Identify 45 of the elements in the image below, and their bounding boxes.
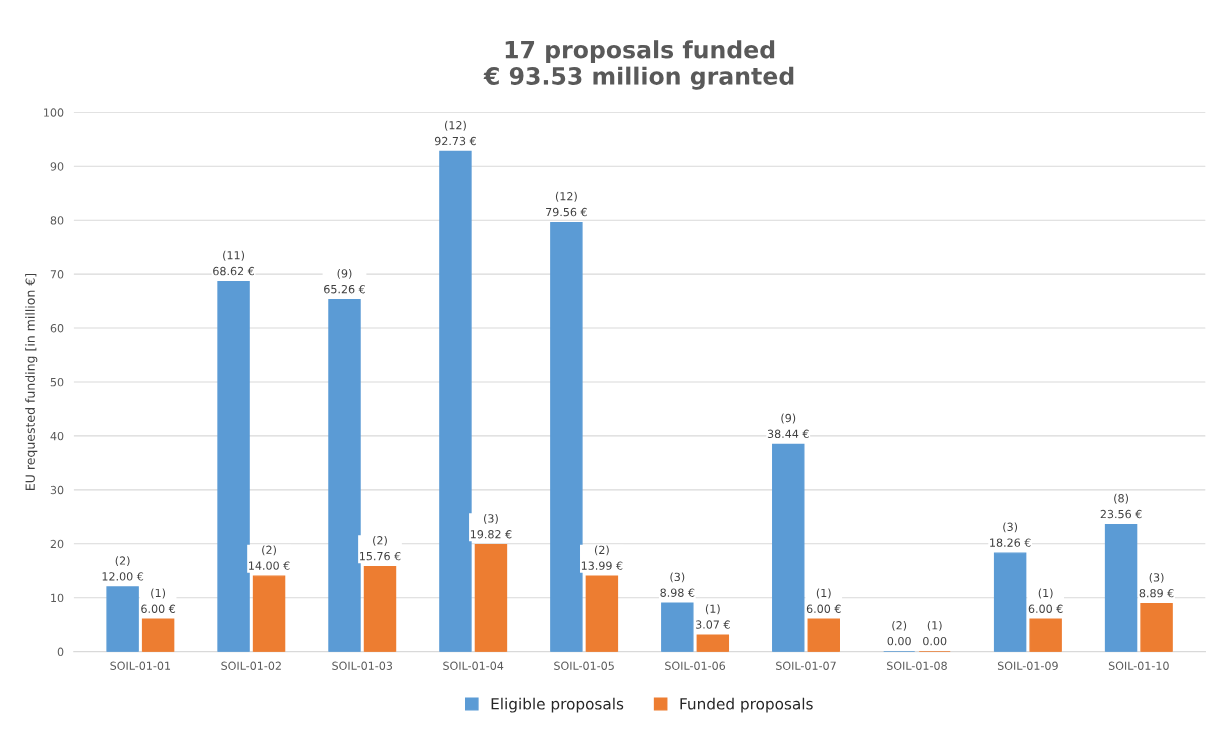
data-label: (2) 13.99 € — [581, 545, 623, 570]
data-label: (1) 6.00 € — [1028, 588, 1063, 613]
x-tick-label: SOIL-01-02 — [221, 661, 281, 670]
y-tick-label: 40 — [50, 431, 64, 441]
y-tick-label: 30 — [50, 485, 64, 495]
data-label: (2) 15.76 € — [360, 535, 401, 561]
legend-label: Funded proposals — [680, 697, 813, 713]
x-tick-label: SOIL-01-10 — [1108, 661, 1169, 670]
data-label: (1) 6.00 € — [141, 588, 176, 613]
data-label: (8) 23.56 € — [1100, 493, 1142, 519]
data-label: (3) 18.26 € — [990, 522, 1031, 547]
y-tick-label: 60 — [50, 324, 64, 333]
y-tick-label: 80 — [50, 216, 64, 225]
data-label: (2) 12.00 € — [102, 556, 144, 581]
x-tick-label: SOIL-01-03 — [332, 661, 393, 670]
data-label: (3) 19.82 € — [470, 514, 512, 539]
x-tick-label: SOIL-01-09 — [997, 661, 1058, 670]
x-tick-label: SOIL-01-01 — [110, 661, 171, 670]
y-tick-label: 100 — [44, 108, 64, 117]
data-label: (9) 65.26 € — [324, 268, 365, 294]
x-tick-label: SOIL-01-07 — [776, 661, 836, 670]
y-tick-label: 50 — [50, 377, 64, 387]
data-label: (9) 38.44 € — [767, 413, 809, 439]
data-label: (1) 6.00 € — [806, 588, 841, 613]
x-tick-label: SOIL-01-05 — [554, 661, 614, 670]
data-label: (1) 3.07 € — [696, 604, 730, 629]
data-label: (1) 0.00 — [923, 620, 947, 646]
y-axis-title: EU requested funding [in million €] — [25, 273, 38, 490]
data-label: (2) 0.00 — [887, 620, 911, 646]
data-label: (11) 68.62 € — [213, 250, 255, 276]
y-tick-label: 0 — [57, 647, 64, 657]
data-label: (3) 8.98 € — [660, 572, 695, 597]
x-tick-label: SOIL-01-08 — [887, 661, 947, 670]
data-label: (2) 14.00 € — [249, 545, 290, 570]
legend-label: Eligible proposals — [491, 697, 624, 713]
chart-title: 17 proposals funded € 93.53 million granted — [483, 40, 794, 90]
y-tick-label: 20 — [50, 539, 64, 549]
data-label: (12) 79.56 € — [546, 191, 587, 217]
x-tick-label: SOIL-01-04 — [443, 661, 504, 670]
y-tick-label: 90 — [50, 162, 64, 171]
y-tick-label: 70 — [50, 270, 64, 279]
y-tick-label: 10 — [51, 593, 64, 603]
data-label: (12) 92.73 € — [434, 120, 476, 146]
data-label: (3) 8.89 € — [1139, 572, 1174, 598]
x-tick-label: SOIL-01-06 — [665, 661, 726, 670]
